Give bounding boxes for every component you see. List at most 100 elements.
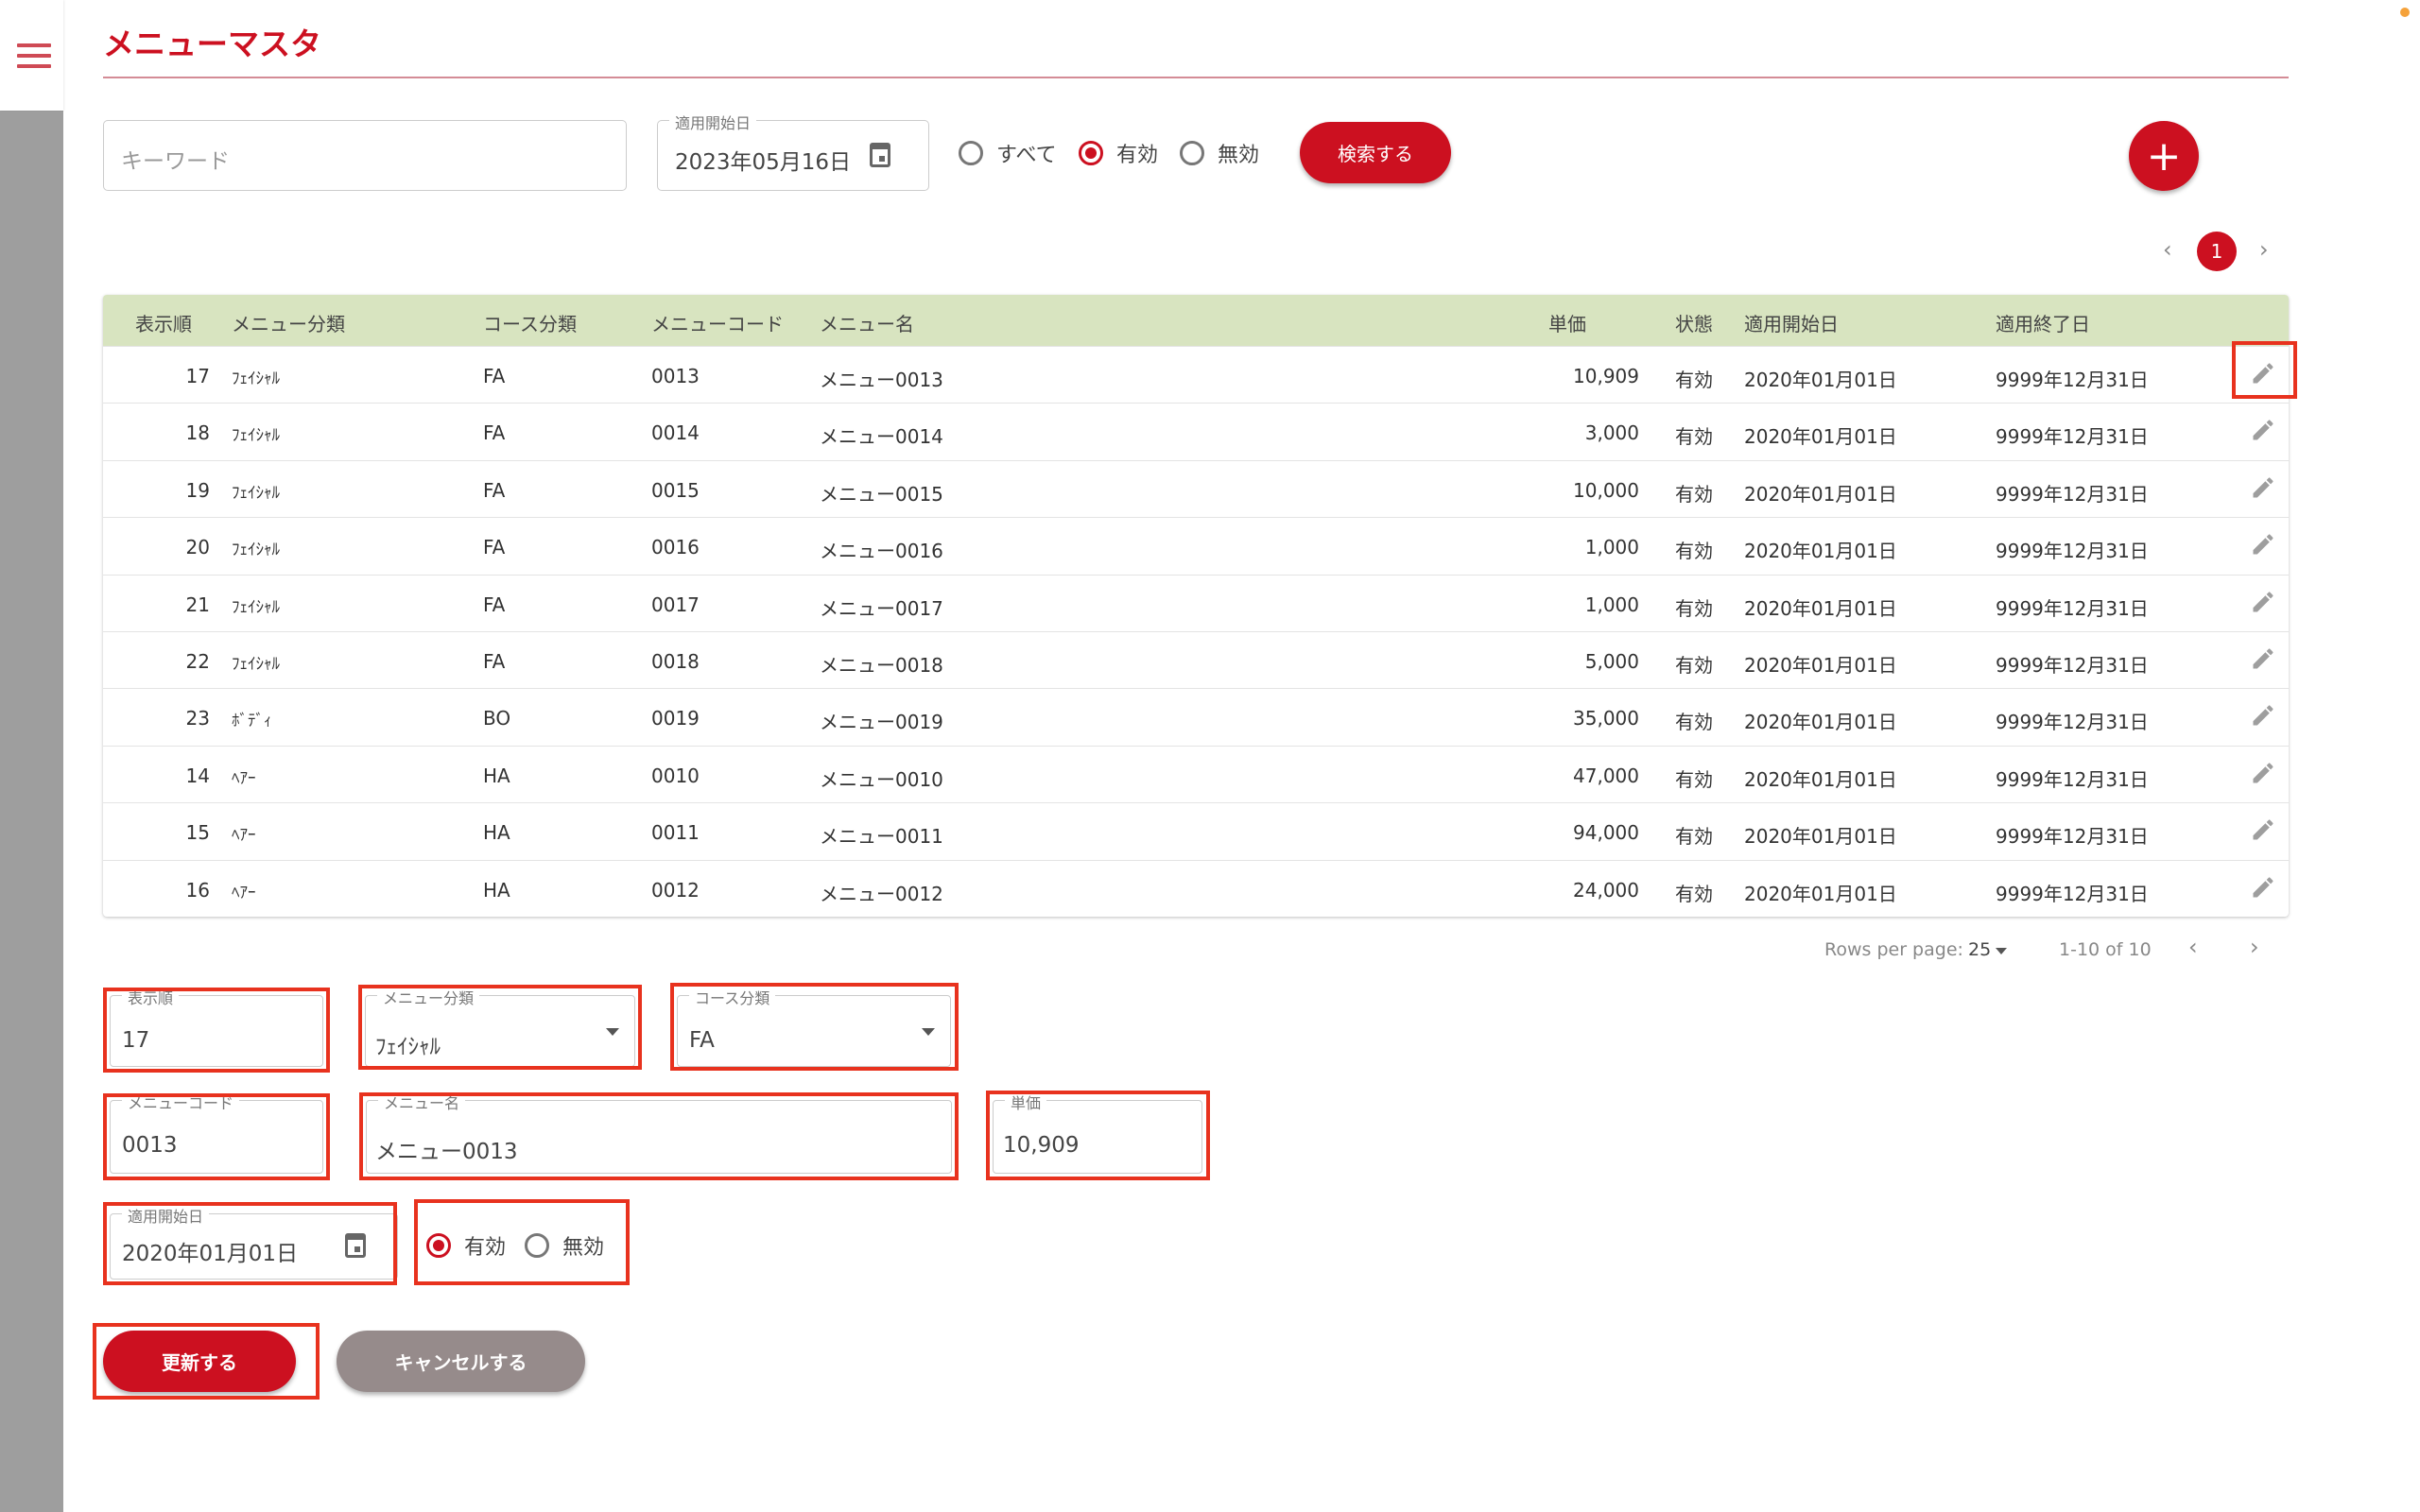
cell-price: 10,000 bbox=[1573, 478, 1639, 502]
cell-menu-category: ﾌｪｲｼｬﾙ bbox=[232, 369, 280, 388]
col-status: 状態 bbox=[1675, 313, 1713, 335]
table-row[interactable]: 14 ﾍｱｰ HA 0010 メニュー0010 47,000 有効 2020年01月01日 99… bbox=[103, 745, 2289, 802]
cell-status: 有効 bbox=[1675, 482, 1713, 506]
table-row[interactable]: 19 ﾌｪｲｼｬﾙ FA 0015 メニュー0015 10,000 有効 2020年01月01… bbox=[103, 459, 2289, 517]
table-row[interactable]: 16 ﾍｱｰ HA 0012 メニュー0012 24,000 有効 2020年01月01日 99… bbox=[103, 859, 2289, 917]
cell-code: 0018 bbox=[651, 650, 700, 673]
radio-checked-icon[interactable] bbox=[426, 1233, 451, 1258]
course-select[interactable]: コース分類 FA bbox=[677, 986, 951, 1067]
table-row[interactable]: 15 ﾍｱｰ HA 0011 メニュー0011 94,000 有効 2020年01月01日 99… bbox=[103, 802, 2289, 859]
form-radio-valid[interactable]: 有効 bbox=[426, 1230, 506, 1261]
cell-order: 16 bbox=[185, 878, 210, 902]
table-row[interactable]: 22 ﾌｪｲｼｬﾙ FA 0018 メニュー0018 5,000 有効 2020年01月01日… bbox=[103, 631, 2289, 688]
course-label: コース分類 bbox=[689, 986, 776, 1008]
radio-all-label: すべて bbox=[996, 144, 1057, 167]
col-menu-category: メニュー分類 bbox=[232, 313, 345, 335]
cell-end-date: 9999年12月31日 bbox=[1996, 425, 2149, 449]
cell-status: 有効 bbox=[1675, 425, 1713, 449]
cancel-button[interactable]: キャンセルする bbox=[337, 1331, 585, 1392]
edit-pencil-icon[interactable] bbox=[2250, 531, 2276, 558]
cell-code: 0016 bbox=[651, 536, 700, 559]
col-code: メニューコード bbox=[651, 313, 784, 335]
radio-valid[interactable]: 有効 bbox=[1079, 138, 1158, 168]
menu-category-label: メニュー分類 bbox=[377, 986, 480, 1008]
course-highlight bbox=[670, 983, 959, 1071]
prev-page-icon[interactable]: ‹ bbox=[2163, 236, 2172, 263]
table-row[interactable]: 18 ﾌｪｲｼｬﾙ FA 0014 メニュー0014 3,000 有効 2020年01月01日… bbox=[103, 403, 2289, 459]
footer-next-icon[interactable]: › bbox=[2250, 934, 2259, 960]
edit-pencil-icon[interactable] bbox=[2250, 474, 2276, 501]
table-row[interactable]: 17 ﾌｪｲｼｬﾙ FA 0013 メニュー0013 10,909 有効 2020年01月01… bbox=[103, 346, 2289, 403]
cell-price: 47,000 bbox=[1573, 764, 1639, 787]
radio-checked-icon[interactable] bbox=[1079, 141, 1103, 165]
cell-code: 0014 bbox=[651, 421, 700, 445]
cell-course: HA bbox=[483, 821, 510, 845]
edit-pencil-icon[interactable] bbox=[2250, 874, 2276, 901]
cell-name: メニュー0014 bbox=[820, 425, 943, 449]
start-date-label: 適用開始日 bbox=[122, 1204, 210, 1227]
table-row[interactable]: 21 ﾌｪｲｼｬﾙ FA 0017 メニュー0017 1,000 有効 2020年01月01日… bbox=[103, 574, 2289, 631]
rows-per-page-select[interactable]: 25 bbox=[1968, 939, 1992, 960]
form-radio-invalid[interactable]: 無効 bbox=[525, 1230, 604, 1261]
add-button[interactable]: + bbox=[2129, 121, 2199, 191]
edit-pencil-icon[interactable] bbox=[2250, 760, 2276, 786]
cell-code: 0010 bbox=[651, 764, 700, 787]
cell-price: 1,000 bbox=[1584, 536, 1639, 559]
cell-end-date: 9999年12月31日 bbox=[1996, 540, 2149, 563]
search-button[interactable]: 検索する bbox=[1300, 122, 1451, 183]
table-row[interactable]: 20 ﾌｪｲｼｬﾙ FA 0016 メニュー0016 1,000 有効 2020年01月01日… bbox=[103, 517, 2289, 574]
edit-pencil-icon[interactable] bbox=[2250, 417, 2276, 443]
radio-circle-icon[interactable] bbox=[525, 1233, 549, 1258]
cell-start-date: 2020年01月01日 bbox=[1744, 654, 1897, 677]
cell-menu-category: ﾍｱｰ bbox=[232, 883, 256, 902]
cell-course: FA bbox=[483, 478, 506, 502]
start-date-highlight bbox=[103, 1202, 397, 1285]
edit-pencil-icon[interactable] bbox=[2250, 702, 2276, 729]
radio-circle-icon[interactable] bbox=[959, 141, 983, 165]
footer-prev-icon[interactable]: ‹ bbox=[2188, 934, 2198, 960]
search-date-field[interactable]: 適用開始日 2023年05月16日 bbox=[657, 111, 929, 191]
edit-pencil-icon[interactable] bbox=[2250, 589, 2276, 615]
calendar-icon[interactable] bbox=[870, 143, 890, 167]
radio-invalid[interactable]: 無効 bbox=[1180, 138, 1259, 168]
update-button[interactable]: 更新する bbox=[103, 1331, 296, 1392]
cell-status: 有効 bbox=[1675, 711, 1713, 734]
cell-price: 35,000 bbox=[1573, 707, 1639, 730]
cell-end-date: 9999年12月31日 bbox=[1996, 596, 2149, 620]
cell-price: 10,909 bbox=[1573, 365, 1639, 387]
start-date-field[interactable]: 適用開始日 2020年01月01日 bbox=[110, 1204, 398, 1280]
col-course: コース分類 bbox=[483, 313, 577, 335]
order-value: 17 bbox=[122, 1028, 150, 1053]
cell-end-date: 9999年12月31日 bbox=[1996, 767, 2149, 791]
keyword-placeholder: キーワード bbox=[121, 149, 230, 174]
cell-order: 22 bbox=[185, 650, 210, 673]
cell-end-date: 9999年12月31日 bbox=[1996, 882, 2149, 905]
cell-start-date: 2020年01月01日 bbox=[1744, 825, 1897, 849]
edit-pencil-icon[interactable] bbox=[2250, 816, 2276, 843]
price-value: 10,909 bbox=[1003, 1133, 1080, 1158]
cell-order: 14 bbox=[185, 764, 210, 787]
edit-pencil-icon[interactable] bbox=[2250, 645, 2276, 672]
keyword-input[interactable]: キーワード bbox=[103, 120, 627, 191]
calendar-icon[interactable] bbox=[345, 1233, 366, 1258]
cell-menu-category: ﾎﾞﾃﾞｨ bbox=[232, 712, 272, 731]
cell-price: 3,000 bbox=[1584, 421, 1639, 445]
page-1-button[interactable]: 1 bbox=[2197, 232, 2237, 271]
hamburger-menu-icon[interactable] bbox=[17, 43, 51, 70]
next-page-icon[interactable]: › bbox=[2259, 236, 2269, 263]
table-row[interactable]: 23 ﾎﾞﾃﾞｨ BO 0019 メニュー0019 35,000 有効 2020年01月01日… bbox=[103, 688, 2289, 745]
order-highlight bbox=[103, 988, 330, 1073]
cell-price: 24,000 bbox=[1573, 878, 1639, 902]
cell-name: メニュー0012 bbox=[820, 882, 943, 905]
name-field[interactable]: メニュー名 メニュー0013 bbox=[366, 1091, 952, 1174]
radio-all[interactable]: すべて bbox=[959, 138, 1057, 168]
radio-circle-icon[interactable] bbox=[1180, 141, 1204, 165]
dropdown-arrow-icon[interactable] bbox=[606, 1028, 619, 1036]
cell-price: 5,000 bbox=[1584, 650, 1639, 673]
status-dot-icon bbox=[2400, 8, 2410, 17]
edit-pencil-icon[interactable] bbox=[2250, 360, 2276, 387]
dropdown-arrow-icon[interactable] bbox=[1996, 948, 2007, 954]
dropdown-arrow-icon[interactable] bbox=[922, 1028, 935, 1036]
cell-order: 19 bbox=[185, 478, 210, 502]
price-field[interactable]: 単価 10,909 bbox=[993, 1091, 1202, 1174]
